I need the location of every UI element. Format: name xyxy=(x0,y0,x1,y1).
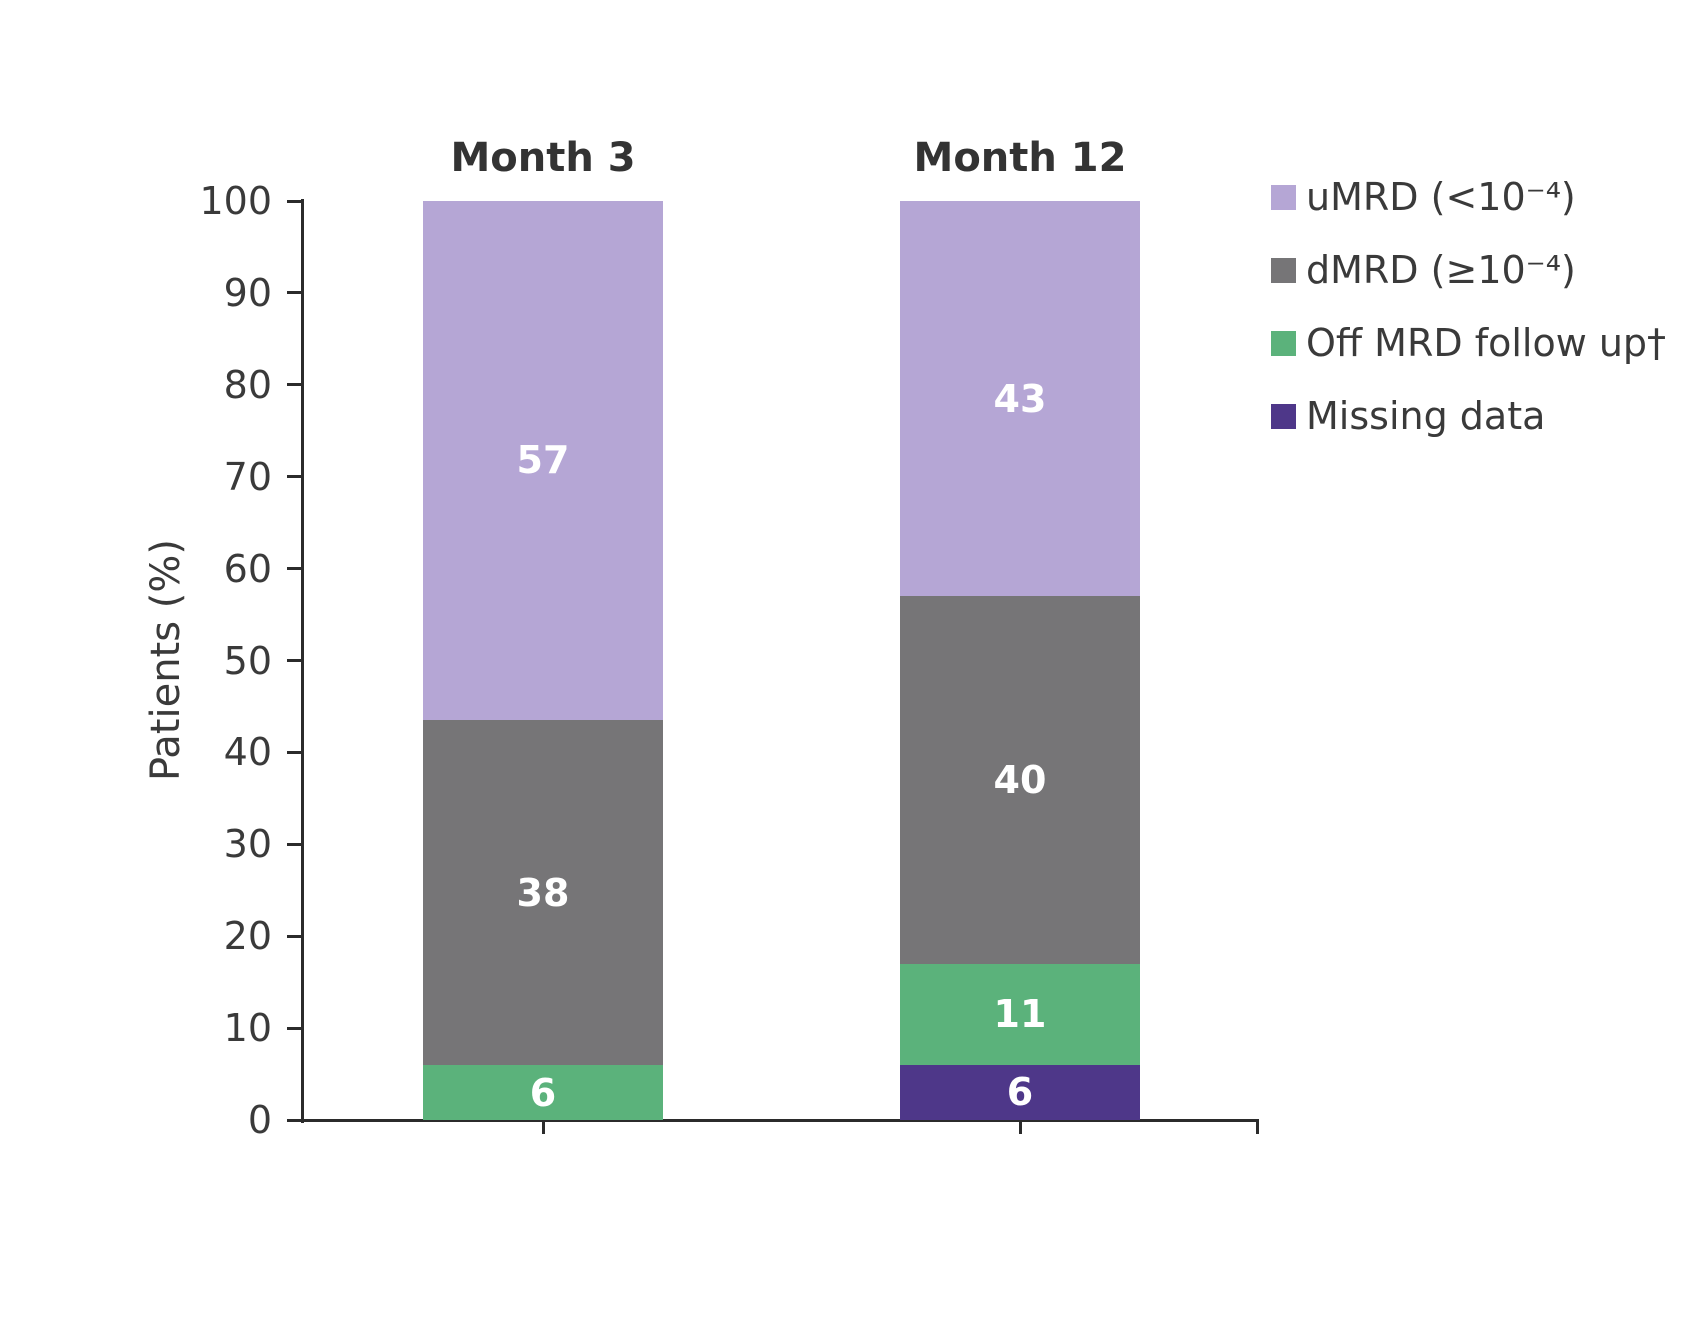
y-tick-label: 10 xyxy=(223,1006,272,1051)
legend-swatch xyxy=(1271,403,1296,429)
y-tick-mark xyxy=(287,383,301,387)
y-tick-mark xyxy=(287,659,301,662)
y-tick-label: 60 xyxy=(223,546,272,591)
legend-label: uMRD (<10⁻⁴) xyxy=(1306,175,1576,219)
bar-value-label: 43 xyxy=(993,376,1047,421)
legend-label: dMRD (≥10⁻⁴) xyxy=(1306,248,1576,292)
y-tick-label: 0 xyxy=(247,1098,272,1142)
bar-value-label: 11 xyxy=(993,992,1047,1037)
legend-swatch xyxy=(1271,257,1296,283)
y-tick-mark xyxy=(287,1026,301,1030)
bar-value-label: 38 xyxy=(516,870,570,915)
y-tick-label: 40 xyxy=(223,730,272,775)
y-tick-mark xyxy=(287,291,301,295)
legend-item: Off MRD follow up† xyxy=(1271,319,1666,367)
bar-segment-Missing: 6 xyxy=(900,1064,1140,1120)
y-tick-label: 80 xyxy=(223,362,272,407)
y-tick-label: 30 xyxy=(223,822,272,867)
x-axis-line xyxy=(289,1119,1259,1122)
y-tick-label: 70 xyxy=(223,454,272,499)
legend-item: dMRD (≥10⁻⁴) xyxy=(1271,246,1576,294)
legend-swatch xyxy=(1271,330,1296,356)
legend-item: uMRD (<10⁻⁴) xyxy=(1271,173,1576,221)
bar-value-label: 57 xyxy=(516,438,570,483)
bar-segment-dMRD: 40 xyxy=(900,596,1140,964)
legend-label: Missing data xyxy=(1306,394,1546,438)
x-tick-mark xyxy=(1018,1122,1022,1134)
x-axis-end-tick xyxy=(1256,1119,1259,1134)
bar-value-label: 6 xyxy=(529,1070,557,1115)
bar-value-label: 6 xyxy=(1006,1070,1034,1115)
y-tick-mark xyxy=(287,750,301,754)
y-tick-mark xyxy=(287,934,301,938)
bar-segment-uMRD: 57 xyxy=(423,201,663,720)
bar-segment-dMRD: 38 xyxy=(423,719,663,1066)
y-tick-label: 50 xyxy=(223,638,272,683)
y-tick-mark xyxy=(287,567,301,571)
legend-item: Missing data xyxy=(1271,392,1545,440)
y-tick-label: 100 xyxy=(199,179,272,223)
legend-label: Off MRD follow up† xyxy=(1306,321,1667,365)
bar-segment-uMRD: 43 xyxy=(900,201,1140,597)
y-tick-mark xyxy=(287,475,301,479)
x-tick-mark xyxy=(541,1122,545,1134)
y-tick-label: 20 xyxy=(223,914,272,959)
bar-segment-Off: 11 xyxy=(900,963,1140,1065)
legend-swatch xyxy=(1271,184,1296,210)
bar-value-label: 40 xyxy=(993,757,1047,802)
y-axis-line xyxy=(301,199,304,1123)
y-tick-mark xyxy=(287,1118,301,1122)
bar-segment-Off: 6 xyxy=(423,1065,663,1120)
y-tick-mark xyxy=(287,199,301,203)
y-tick-mark xyxy=(287,842,301,846)
category-title: Month 12 xyxy=(913,135,1127,181)
category-title: Month 3 xyxy=(450,135,636,181)
y-tick-label: 90 xyxy=(223,270,272,315)
